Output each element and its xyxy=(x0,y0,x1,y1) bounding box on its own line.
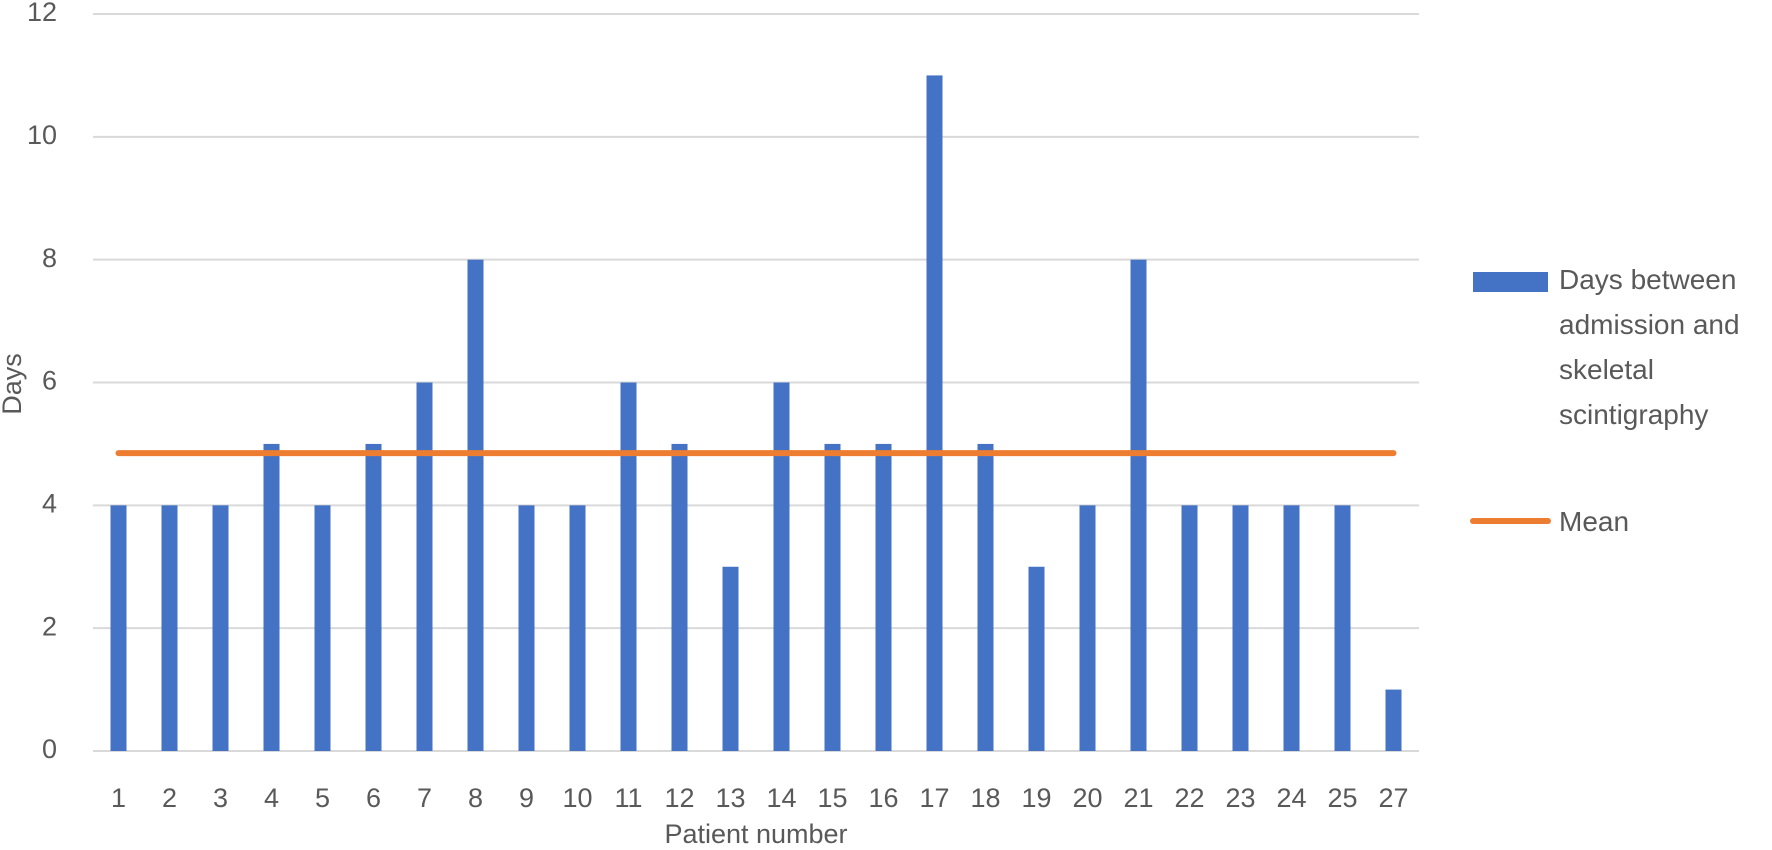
x-tick-label: 9 xyxy=(519,783,534,813)
x-tick-label: 3 xyxy=(213,783,228,813)
x-tick-label: 1 xyxy=(111,783,126,813)
bar xyxy=(1028,566,1045,751)
bar xyxy=(110,505,127,751)
x-tick-label: 15 xyxy=(817,783,847,813)
bar xyxy=(1385,689,1402,751)
legend-label: Mean xyxy=(1559,506,1630,537)
x-tick-label: 2 xyxy=(162,783,177,813)
x-tick-label: 21 xyxy=(1123,783,1153,813)
y-tick-label: 0 xyxy=(42,734,57,764)
x-tick-label: 10 xyxy=(562,783,592,813)
x-tick-label: 6 xyxy=(366,783,381,813)
bar xyxy=(518,505,535,751)
bar xyxy=(416,382,433,751)
bar xyxy=(569,505,586,751)
bar xyxy=(824,443,841,751)
x-axis-label: Patient number xyxy=(664,819,847,849)
legend-label: Days between admission and skeletal scin… xyxy=(1559,264,1740,430)
y-axis-label: Days xyxy=(0,353,27,415)
x-tick-label: 12 xyxy=(664,783,694,813)
x-tick-label: 18 xyxy=(970,783,1000,813)
legend-swatch xyxy=(1473,272,1548,292)
x-tick-label: 16 xyxy=(868,783,898,813)
legend-entry: Mean xyxy=(1559,506,1630,537)
y-tick-label: 8 xyxy=(42,243,57,273)
bar xyxy=(212,505,229,751)
y-tick-label: 10 xyxy=(27,120,57,150)
bar xyxy=(1334,505,1351,751)
x-tick-label: 23 xyxy=(1225,783,1255,813)
bar xyxy=(875,443,892,751)
x-tick-label: 8 xyxy=(468,783,483,813)
bar xyxy=(722,566,739,751)
y-tick-label: 12 xyxy=(27,0,57,27)
bar xyxy=(365,443,382,751)
bar xyxy=(926,75,943,751)
x-tick-label: 11 xyxy=(614,783,642,813)
x-tick-label: 19 xyxy=(1021,783,1051,813)
legend-entry: Days between admission and skeletal scin… xyxy=(1559,264,1740,430)
bar xyxy=(773,382,790,751)
bar xyxy=(467,259,484,751)
y-tick-label: 6 xyxy=(42,366,57,396)
x-tick-label: 13 xyxy=(715,783,745,813)
x-tick-label: 4 xyxy=(264,783,279,813)
bar xyxy=(314,505,331,751)
bar xyxy=(1232,505,1249,751)
x-tick-label: 14 xyxy=(766,783,796,813)
y-tick-label: 2 xyxy=(42,611,57,641)
x-tick-label: 5 xyxy=(315,783,330,813)
x-tick-label: 7 xyxy=(417,783,432,813)
bar xyxy=(620,382,637,751)
x-tick-label: 25 xyxy=(1327,783,1357,813)
bar xyxy=(1130,259,1147,751)
y-tick-label: 4 xyxy=(42,488,57,518)
bar xyxy=(161,505,178,751)
x-tick-label: 22 xyxy=(1174,783,1204,813)
bar xyxy=(1283,505,1300,751)
bar xyxy=(1079,505,1096,751)
bar xyxy=(263,443,280,751)
x-tick-label: 17 xyxy=(919,783,949,813)
bar xyxy=(1181,505,1198,751)
x-tick-label: 20 xyxy=(1072,783,1102,813)
bar xyxy=(671,443,688,751)
x-tick-label: 27 xyxy=(1378,783,1408,813)
x-tick-label: 24 xyxy=(1276,783,1306,813)
bar xyxy=(977,443,994,751)
